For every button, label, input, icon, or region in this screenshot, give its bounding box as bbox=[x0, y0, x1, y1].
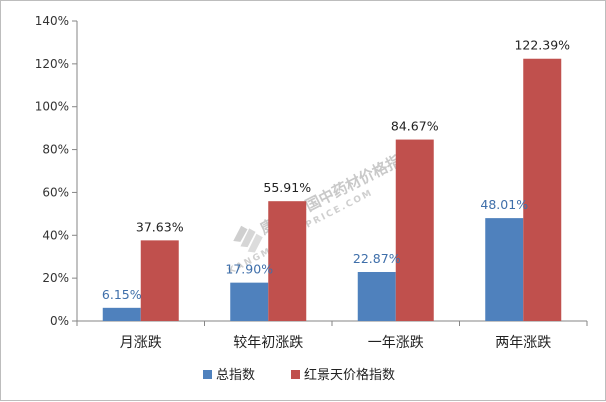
kangmei-logo-icon bbox=[233, 225, 263, 253]
legend-swatch bbox=[203, 370, 212, 379]
x-category-label: 一年涨跌 bbox=[368, 335, 424, 351]
bar-total-index bbox=[230, 282, 269, 321]
bar-hongjingtian-index bbox=[523, 58, 562, 321]
y-tick-label: 140% bbox=[35, 14, 69, 28]
data-label: 55.91% bbox=[263, 180, 311, 195]
data-label: 84.67% bbox=[391, 119, 439, 134]
data-label: 6.15% bbox=[102, 287, 142, 302]
x-category-label: 两年涨跌 bbox=[495, 335, 551, 351]
bar-hongjingtian-index bbox=[140, 240, 179, 321]
y-tick-label: 80% bbox=[42, 143, 69, 157]
data-label: 22.87% bbox=[353, 251, 401, 266]
bar-total-index bbox=[102, 307, 141, 321]
bar-total-index bbox=[485, 218, 524, 321]
bars-layer bbox=[102, 58, 562, 321]
data-label: 122.39% bbox=[514, 38, 570, 53]
x-category-label: 月涨跌 bbox=[120, 335, 162, 351]
legend-label: 红景天价格指数 bbox=[304, 367, 395, 383]
y-tick-label: 20% bbox=[42, 271, 69, 285]
legend-swatch bbox=[291, 370, 300, 379]
bar-total-index bbox=[357, 271, 396, 321]
y-tick-label: 0% bbox=[50, 314, 69, 328]
data-label: 37.63% bbox=[136, 219, 184, 234]
legend-label: 总指数 bbox=[216, 368, 255, 383]
data-label: 48.01% bbox=[480, 197, 528, 212]
bar-hongjingtian-index bbox=[268, 201, 307, 321]
y-tick-label: 60% bbox=[42, 185, 69, 199]
y-tick-label: 120% bbox=[35, 57, 69, 71]
labels-layer: 6.15% 37.63% 17.90% 55.91% 22.87% 84.67% 48.01… bbox=[102, 38, 570, 302]
legend: 总指数 红景天价格指数 bbox=[203, 367, 395, 383]
data-label: 17.90% bbox=[225, 262, 273, 277]
axes-layer: 0% 20% 40% 60% 80% 100% 120% 140% 月涨跌 较年初涨跌 一年涨跌 两年… bbox=[35, 14, 588, 351]
x-category-label: 较年初涨跌 bbox=[233, 334, 303, 351]
y-tick-label: 40% bbox=[42, 228, 69, 242]
y-tick-label: 100% bbox=[35, 100, 69, 114]
bar-hongjingtian-index bbox=[395, 139, 434, 321]
